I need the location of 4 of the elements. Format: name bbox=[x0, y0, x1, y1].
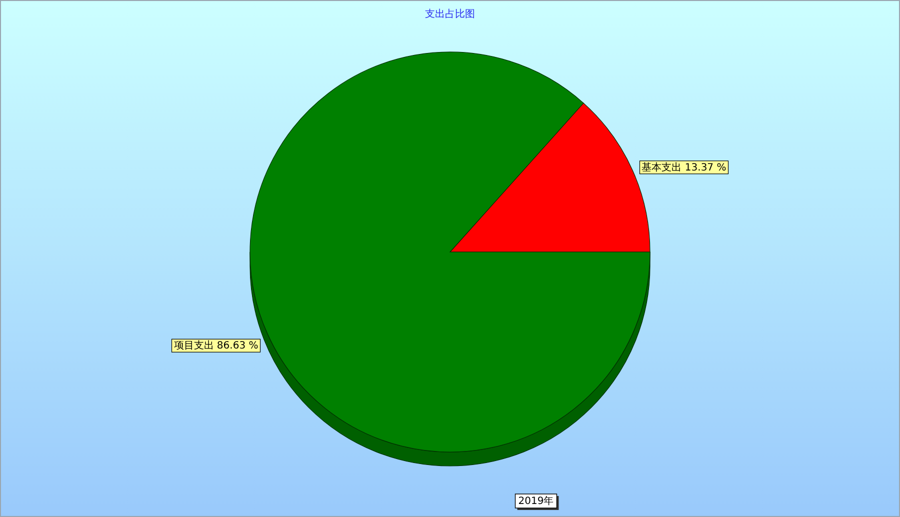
slice-label: 基本支出 13.37 % bbox=[642, 161, 726, 174]
slice-label: 项目支出 86.63 % bbox=[174, 340, 258, 352]
chart-title: 支出占比图 bbox=[425, 8, 475, 20]
text: 2019年 bbox=[518, 495, 554, 507]
